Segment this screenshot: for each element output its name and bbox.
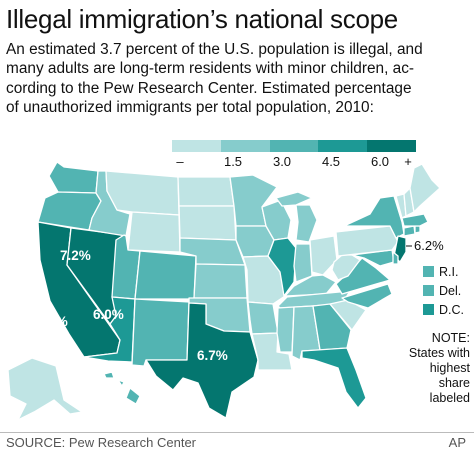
state-maine <box>409 163 441 213</box>
label-arizona: 6.0% <box>93 307 124 322</box>
label-texas: 6.7% <box>197 348 228 363</box>
subtitle-line: of unauthorized immigrants per total pop… <box>6 99 374 117</box>
legend-swatch <box>220 140 270 152</box>
legend-bar <box>172 140 416 152</box>
legend-tick: 4.5 <box>321 154 341 169</box>
state-new-mexico <box>131 298 190 367</box>
state-delaware <box>392 251 399 265</box>
state-kansas <box>193 263 248 299</box>
note-line: labeled <box>429 391 470 405</box>
label-new-jersey: 6.2% <box>414 238 444 253</box>
state-south-dakota <box>178 205 237 241</box>
map-note: NOTE: States with highest share labeled <box>398 331 470 406</box>
state-south-carolina <box>329 299 367 331</box>
state-ohio <box>309 235 338 276</box>
small-state-swatch <box>423 285 434 296</box>
state-alaska <box>7 357 83 421</box>
state-hawaii <box>103 371 141 405</box>
legend-tick: 1.5 <box>223 154 243 169</box>
state-pennsylvania <box>335 225 399 257</box>
small-state-row: D.C. <box>423 300 464 319</box>
legend-swatch <box>172 140 221 152</box>
state-connecticut <box>403 225 416 237</box>
state-florida <box>301 347 367 409</box>
state-indiana <box>293 243 313 283</box>
note-line: NOTE: <box>431 331 470 345</box>
legend-tick: 3.0 <box>272 154 292 169</box>
map-title: Illegal immigration’s national scope <box>6 4 398 34</box>
note-line: States with <box>408 346 470 360</box>
state-mississippi <box>276 306 295 353</box>
state-georgia <box>312 303 352 351</box>
note-line: highest share <box>429 361 470 390</box>
subtitle-line: An estimated 3.7 percent of the U.S. pop… <box>6 41 423 58</box>
state-michigan <box>295 204 318 243</box>
small-state-name: R.I. <box>439 264 459 279</box>
state-illinois <box>267 237 297 297</box>
legend-tick: – <box>176 154 184 169</box>
state-north-carolina <box>341 283 393 309</box>
label-california: 6.8% <box>37 314 68 329</box>
small-state-row: Del. <box>423 281 464 300</box>
state-texas <box>145 302 259 419</box>
small-state-row: R.I. <box>423 262 464 281</box>
state-arkansas <box>247 301 279 335</box>
legend-swatch <box>269 140 319 152</box>
us-choropleth-map <box>7 161 441 421</box>
small-state-swatch <box>423 304 434 315</box>
small-states-legend: R.I. Del. D.C. <box>423 262 464 319</box>
subtitle-line: cording to the Pew Research Center. Esti… <box>6 79 412 97</box>
state-rhode-island <box>414 225 421 234</box>
legend-tick: + <box>404 154 412 169</box>
state-wyoming <box>127 211 181 253</box>
color-legend: – 1.5 3.0 4.5 6.0 + <box>172 140 416 170</box>
agency-credit: AP <box>448 435 466 450</box>
small-state-name: D.C. <box>439 302 464 317</box>
label-nevada: 7.2% <box>60 248 91 263</box>
source-credit: SOURCE: Pew Research Center <box>6 435 197 450</box>
footer-divider <box>0 432 474 433</box>
small-state-swatch <box>423 266 434 277</box>
state-massachusetts <box>401 213 429 227</box>
legend-ticks: – 1.5 3.0 4.5 6.0 + <box>172 152 416 169</box>
small-state-name: Del. <box>439 283 462 298</box>
state-michigan-up <box>275 191 313 207</box>
legend-tick: 6.0 <box>370 154 390 169</box>
state-montana <box>105 170 180 216</box>
state-washington <box>48 161 99 194</box>
state-new-york <box>343 195 405 239</box>
legend-swatch <box>318 140 368 152</box>
legend-swatch <box>367 140 416 152</box>
subtitle-line: many adults are long-term residents with… <box>6 60 415 78</box>
state-north-dakota <box>177 176 235 207</box>
state-colorado <box>134 250 197 300</box>
map-subtitle: An estimated 3.7 percent of the U.S. pop… <box>6 40 468 118</box>
